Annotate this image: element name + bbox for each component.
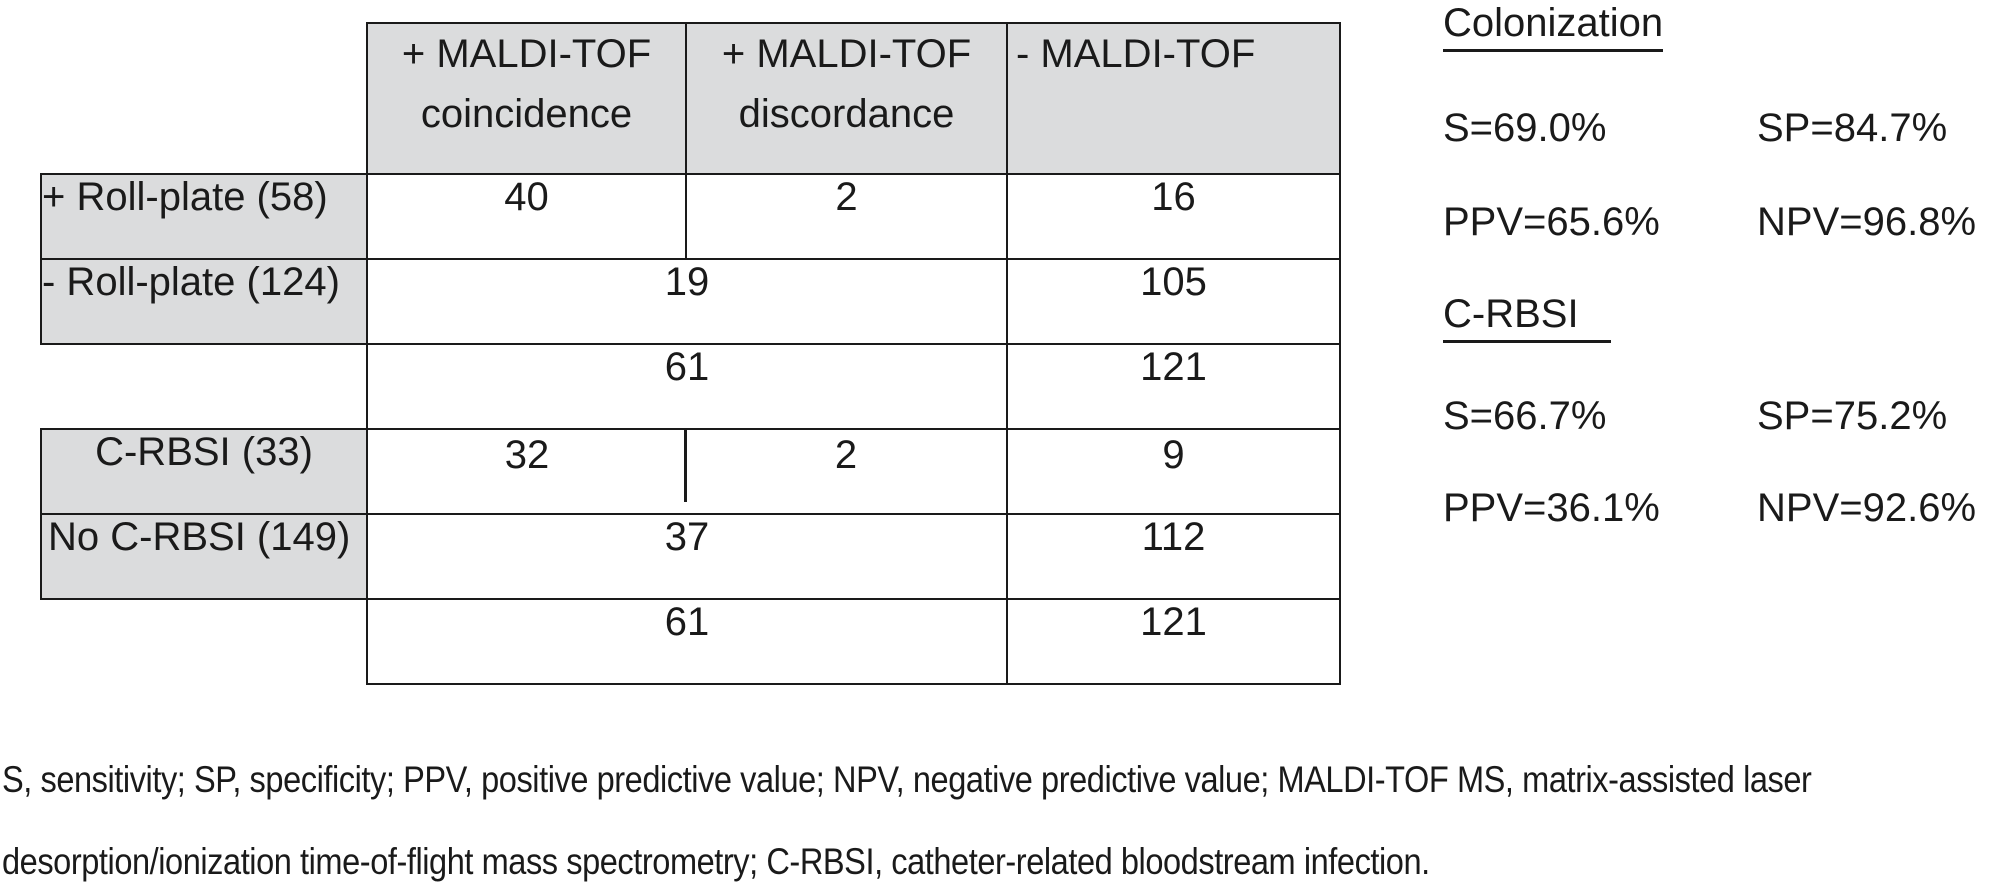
table-cell: 121	[1006, 343, 1341, 430]
stat-crbsi-npv: NPV=92.6%	[1757, 486, 1977, 530]
col-header-line1: - MALDI-TOF	[1016, 32, 1256, 76]
table-cell-merged: 37	[366, 513, 1008, 600]
row-header-no-crbsi: No C-RBSI (149)	[40, 513, 368, 600]
footnote-line-2: desorption/ionization time-of-flight mas…	[2, 841, 1430, 882]
partial-cell-divider	[684, 430, 687, 502]
row-header-roll-plate-negative: - Roll-plate (124)	[40, 258, 368, 345]
col-header-line1: + MALDI-TOF	[401, 32, 652, 76]
col-header-line1: + MALDI-TOF	[721, 32, 972, 76]
footnote-line-1: S, sensitivity; SP, specificity; PPV, po…	[2, 759, 1812, 800]
stat-crbsi-ppv: PPV=36.1%	[1443, 486, 1660, 530]
table-cell-merged: 61	[366, 598, 1008, 685]
col-header-line2: coincidence	[420, 92, 633, 136]
table-cell: 32	[366, 428, 686, 515]
underlined-heading: C-RBSI	[1443, 294, 1611, 343]
header-row: + MALDI-TOF coincidence + MALDI-TOF disc…	[41, 22, 1341, 175]
contingency-table: + MALDI-TOF coincidence + MALDI-TOF disc…	[40, 22, 1341, 685]
table-cell: 9	[1006, 428, 1341, 515]
table-row-totals: 61 121	[41, 598, 1341, 685]
table-cell: 2	[685, 173, 1008, 260]
col-header-line2: discordance	[738, 92, 955, 136]
table-cell: 112	[1006, 513, 1341, 600]
table-cell: 105	[1006, 258, 1341, 345]
header-empty-corner	[41, 23, 367, 174]
stats-heading-colonization: Colonization	[1443, 3, 1664, 52]
stat-crbsi-sensitivity: S=66.7%	[1443, 394, 1607, 438]
table-row: + Roll-plate (58) 40 2 16	[40, 173, 1341, 260]
stats-heading-crbsi: C-RBSI	[1443, 294, 1611, 343]
col-header-maldi-discordance: + MALDI-TOF discordance	[685, 22, 1008, 175]
table-cell: 121	[1006, 598, 1341, 685]
table-row: No C-RBSI (149) 37 112	[40, 513, 1341, 600]
stat-colonization-specificity: SP=84.7%	[1757, 106, 1948, 150]
table-row: C-RBSI (33) 32 2 9	[40, 428, 1341, 515]
table-cell: 2	[686, 428, 1008, 515]
stat-colonization-sensitivity: S=69.0%	[1443, 106, 1607, 150]
table-cell: 16	[1006, 173, 1341, 260]
table-cell-merged: 61	[366, 343, 1008, 430]
stat-colonization-npv: NPV=96.8%	[1757, 200, 1977, 244]
underlined-heading: Colonization	[1443, 3, 1664, 52]
stat-colonization-ppv: PPV=65.6%	[1443, 200, 1660, 244]
row-header-crbsi: C-RBSI (33)	[40, 428, 368, 515]
col-header-maldi-coincidence: + MALDI-TOF coincidence	[366, 22, 687, 175]
stat-crbsi-specificity: SP=75.2%	[1757, 394, 1948, 438]
row-header-roll-plate-positive: + Roll-plate (58)	[40, 173, 368, 260]
table-row-totals: 61 121	[41, 343, 1341, 430]
row-header-empty	[41, 344, 367, 429]
table-row: - Roll-plate (124) 19 105	[40, 258, 1341, 345]
table-cell: 40	[366, 173, 687, 260]
col-header-maldi-negative: - MALDI-TOF	[1006, 22, 1341, 175]
row-header-empty	[41, 599, 367, 684]
table-cell-merged: 19	[366, 258, 1008, 345]
